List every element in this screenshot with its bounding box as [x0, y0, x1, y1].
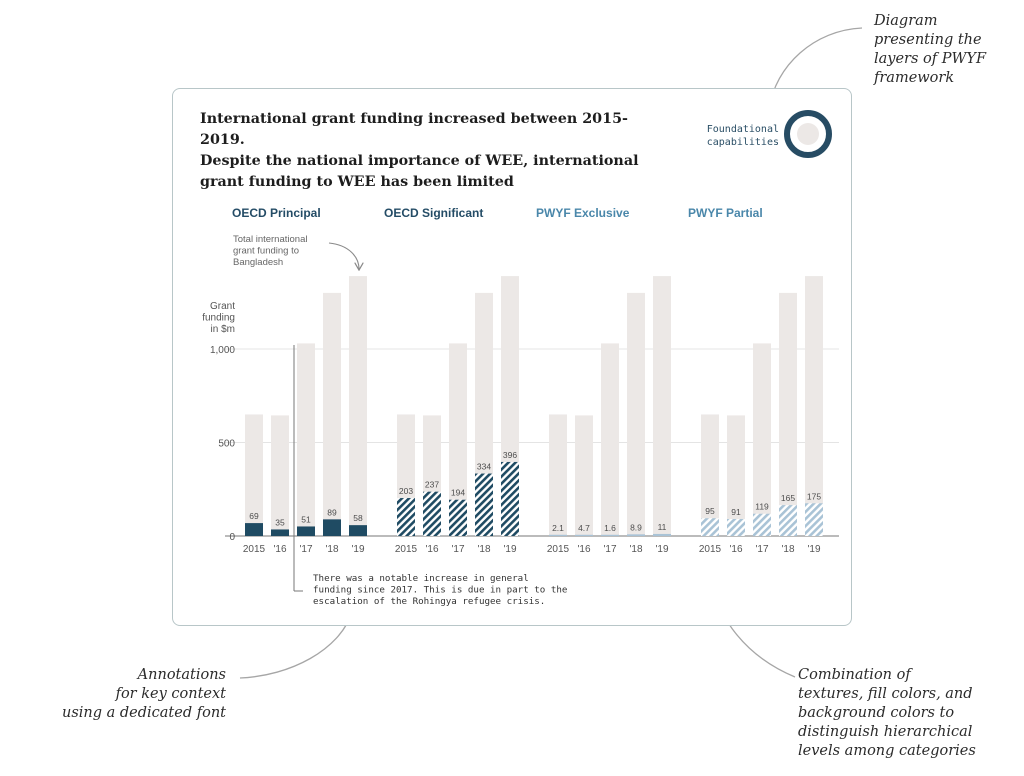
bar-value-label: 35: [275, 517, 285, 527]
legend-label: Foundational capabilities: [706, 124, 779, 148]
bar-value-label: 11: [658, 522, 667, 532]
total-funding-bar: [271, 415, 289, 536]
panel-title: OECD Principal: [232, 206, 321, 220]
bar-value-label: 91: [731, 507, 741, 517]
total-funding-bar: [549, 414, 567, 536]
textures-note: Combination of textures, fill colors, an…: [798, 667, 976, 759]
bar-value-label: 1.6: [604, 523, 616, 533]
total-funding-bar: [805, 276, 823, 536]
x-tick-label: '19: [655, 544, 668, 555]
total-annotation-arrow: [328, 242, 359, 269]
bar-value-label: 194: [451, 488, 465, 498]
y-tick-label: 500: [218, 439, 235, 450]
wee-funding-bar: [271, 529, 289, 536]
total-funding-bar: [753, 343, 771, 536]
bar-value-label: 8.9: [630, 522, 642, 532]
panel-title: PWYF Partial: [688, 206, 763, 220]
bar-value-label: 396: [503, 450, 517, 460]
x-tick-label: '17: [299, 544, 312, 555]
bar-value-label: 334: [477, 462, 491, 472]
total-funding-bar: [449, 343, 467, 536]
bar-value-label: 89: [327, 507, 337, 517]
total-funding-annotation: Total international grant funding to Bangl…: [233, 234, 307, 268]
bar-value-label: 119: [755, 502, 769, 512]
diagram-note: Diagram presenting the layers of PWYF fr…: [874, 13, 987, 86]
bar-value-label: 237: [425, 480, 439, 490]
x-tick-label: '17: [603, 544, 616, 555]
wee-funding-bar: [475, 473, 493, 536]
bar-value-label: 51: [301, 514, 311, 524]
x-tick-label: 2015: [243, 544, 266, 555]
total-funding-bar: [653, 276, 671, 536]
x-tick-label: '16: [273, 544, 286, 555]
y-axis-label: Grant funding in $m: [202, 301, 235, 335]
x-tick-label: '17: [451, 544, 464, 555]
x-tick-label: '18: [477, 544, 490, 555]
y-tick-label: 0: [229, 532, 235, 543]
chart-title: International grant funding increased be…: [200, 111, 639, 190]
wee-funding-bar: [727, 518, 745, 536]
panel-title: OECD Significant: [384, 206, 483, 220]
bar-value-label: 4.7: [578, 523, 590, 533]
chart-card: International grant funding increased be…: [172, 88, 852, 626]
total-funding-bar: [297, 343, 315, 536]
x-tick-label: 2015: [395, 544, 418, 555]
wee-funding-bar: [575, 534, 593, 536]
wee-funding-bar: [753, 513, 771, 536]
total-funding-bar: [323, 292, 341, 536]
wee-funding-bar: [601, 534, 619, 536]
x-tick-label: '18: [781, 544, 794, 555]
wee-funding-bar: [245, 523, 263, 536]
bar-value-label: 95: [705, 506, 715, 516]
x-tick-label: '16: [729, 544, 742, 555]
x-tick-label: 2015: [547, 544, 570, 555]
annotations-note: Annotations for key context using a dedi…: [61, 667, 226, 721]
x-tick-label: '16: [577, 544, 590, 555]
panel-title: PWYF Exclusive: [536, 206, 630, 220]
bar-value-label: 69: [249, 511, 259, 521]
x-tick-label: '16: [425, 544, 438, 555]
x-tick-label: '18: [325, 544, 338, 555]
wee-funding-bar: [449, 499, 467, 536]
wee-funding-bar: [323, 519, 341, 536]
y-tick-label: 1,000: [210, 345, 235, 356]
wee-funding-bar: [779, 505, 797, 536]
x-tick-label: '19: [503, 544, 516, 555]
wee-funding-bar: [805, 503, 823, 536]
total-funding-bar: [575, 415, 593, 536]
x-tick-label: '19: [351, 544, 364, 555]
grant-funding-chart: 0 500 1,000 Grant funding in $m OECD Principal…: [202, 206, 839, 607]
total-funding-bar: [245, 414, 263, 536]
bar-value-label: 58: [353, 513, 363, 523]
x-tick-label: 2015: [699, 544, 722, 555]
total-funding-bar: [779, 292, 797, 536]
ring-center: [797, 123, 819, 145]
total-funding-bar: [349, 276, 367, 536]
wee-funding-bar: [549, 534, 567, 536]
wee-funding-bar: [701, 518, 719, 536]
bar-value-label: 175: [807, 491, 821, 501]
wee-funding-bar: [653, 533, 671, 536]
increase-annotation: There was a notable increase in general f…: [313, 573, 567, 607]
wee-funding-bar: [349, 525, 367, 536]
wee-funding-bar: [397, 498, 415, 536]
total-funding-bar: [627, 292, 645, 536]
wee-funding-bar: [501, 461, 519, 536]
bar-value-label: 165: [781, 493, 795, 503]
x-tick-label: '18: [629, 544, 642, 555]
bar-value-label: 2.1: [552, 523, 564, 533]
wee-funding-bar: [297, 526, 315, 536]
total-funding-bar: [701, 414, 719, 536]
x-tick-label: '17: [755, 544, 768, 555]
bar-value-label: 203: [399, 486, 413, 496]
total-funding-bar: [601, 343, 619, 536]
wee-funding-bar: [423, 491, 441, 536]
x-tick-label: '19: [807, 544, 820, 555]
wee-funding-bar: [627, 534, 645, 536]
pwyf-layers-diagram: [784, 110, 832, 158]
total-funding-bar: [727, 415, 745, 536]
